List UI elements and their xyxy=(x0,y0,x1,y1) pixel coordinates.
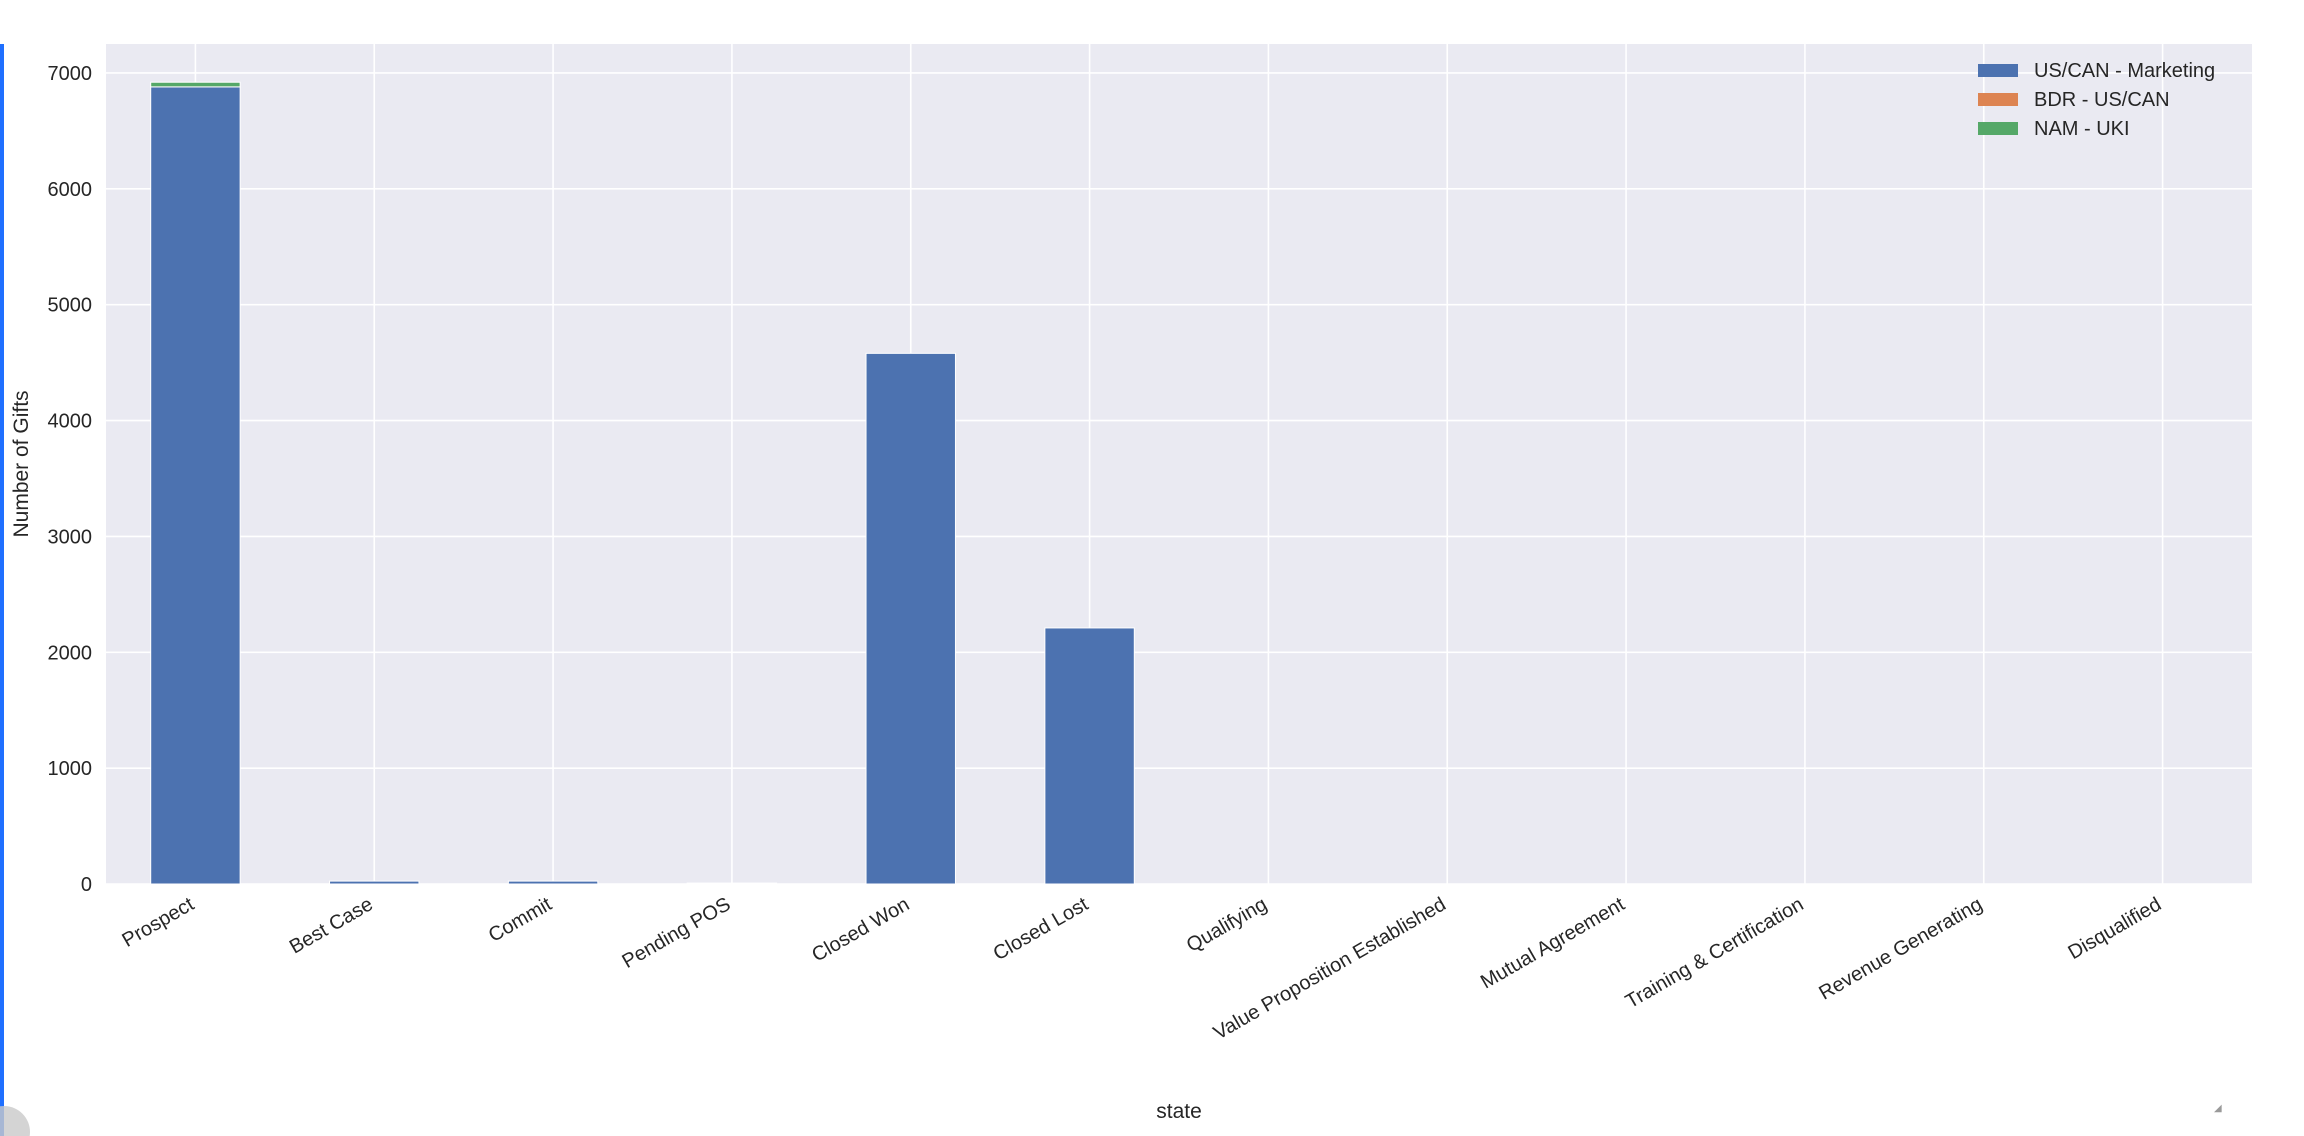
y-axis-label: Number of Gifts xyxy=(10,390,33,537)
x-tick-label: Training & Certification xyxy=(1622,893,1808,1013)
y-tick-labels: 0 1000 2000 3000 4000 5000 6000 7000 xyxy=(48,63,93,896)
y-tick-label: 5000 xyxy=(48,295,93,317)
bar-nam-uki-prospect xyxy=(150,81,241,88)
legend: US/CAN - Marketing BDR - US/CAN NAM - UKI xyxy=(1978,60,2215,140)
legend-swatch-us-can-marketing xyxy=(1978,64,2018,77)
y-tick-label: 7000 xyxy=(48,63,93,85)
y-tick-label: 4000 xyxy=(48,411,93,433)
x-axis-label: state xyxy=(1156,1100,1202,1123)
bar-us-can-marketing-prospect xyxy=(150,86,241,885)
resize-handle-icon[interactable]: ◢ xyxy=(2214,1103,2222,1114)
x-tick-label: Commit xyxy=(485,893,556,947)
x-tick-label: Pending POS xyxy=(618,893,734,973)
x-tick-label: Best Case xyxy=(286,893,377,958)
x-tick-label: Prospect xyxy=(119,893,199,952)
legend-label-bdr-us-can: BDR - US/CAN xyxy=(2034,89,2170,111)
y-tick-label: 0 xyxy=(81,874,92,896)
x-tick-label: Qualifying xyxy=(1183,893,1271,957)
grid-lines xyxy=(106,44,2252,885)
legend-label-nam-uki: NAM - UKI xyxy=(2034,118,2130,140)
bar-us-can-marketing-closed-won xyxy=(865,352,956,885)
x-tick-label: Mutual Agreement xyxy=(1477,893,1629,993)
legend-swatch-nam-uki xyxy=(1978,122,2018,135)
x-tick-label: Closed Won xyxy=(808,893,913,966)
bars xyxy=(150,81,1135,885)
x-tick-labels: Prospect Best Case Commit Pending POS Closed… xyxy=(119,893,2166,1044)
legend-label-us-can-marketing: US/CAN - Marketing xyxy=(2034,60,2215,82)
x-tick-label: Disqualified xyxy=(2065,893,2166,964)
y-tick-label: 6000 xyxy=(48,179,93,201)
left-accent-bar xyxy=(0,44,4,1136)
x-tick-label: Revenue Generating xyxy=(1815,893,1986,1004)
y-tick-label: 3000 xyxy=(48,526,93,548)
bar-us-can-marketing-pending-pos xyxy=(686,882,778,885)
legend-swatch-bdr-us-can xyxy=(1978,93,2018,106)
bar-us-can-marketing-best-case xyxy=(329,880,420,885)
x-tick-label: Closed Lost xyxy=(990,893,1093,965)
y-tick-label: 2000 xyxy=(48,642,93,664)
bar-us-can-marketing-commit xyxy=(507,880,599,885)
plot-background xyxy=(106,44,2252,884)
bar-us-can-marketing-closed-lost xyxy=(1044,627,1135,885)
y-tick-label: 1000 xyxy=(48,758,93,780)
